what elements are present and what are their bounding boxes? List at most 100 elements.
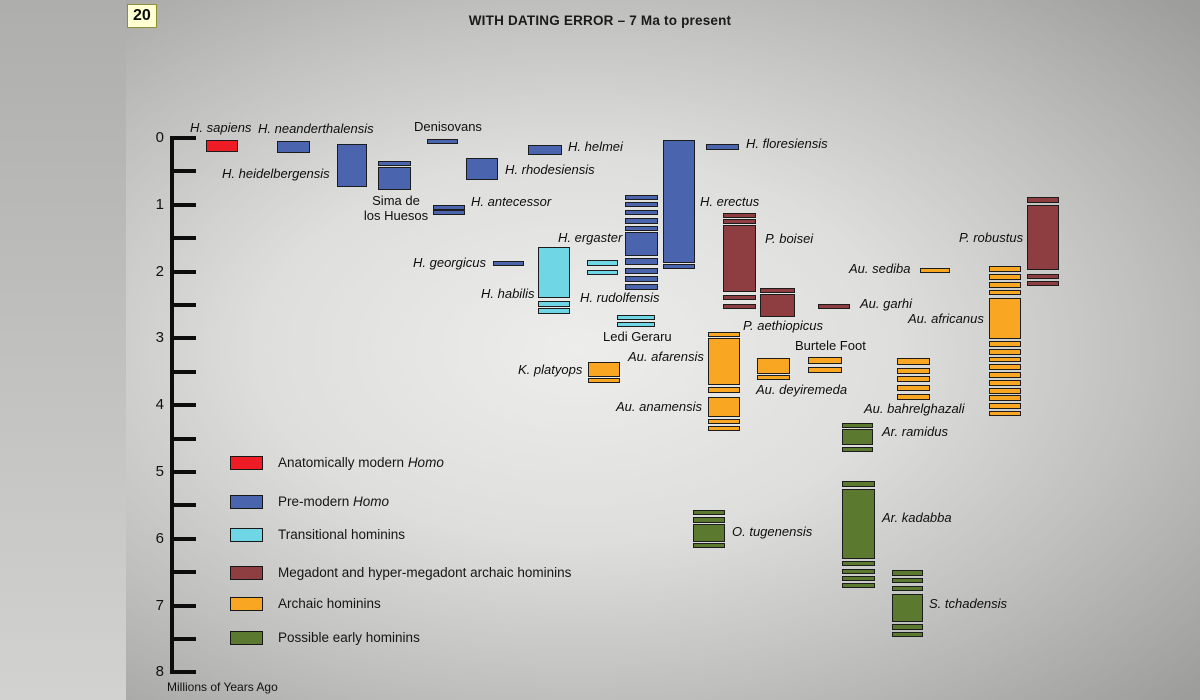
species-label-h-rudolfensis: H. rudolfensis — [580, 290, 660, 305]
axis-tick — [170, 136, 196, 140]
axis-tick-label: 0 — [155, 129, 164, 146]
axis-tick — [170, 336, 196, 341]
species-bar-h-rudolfensis — [587, 260, 618, 267]
axis-tick — [170, 269, 196, 274]
species-bar-p-robustus — [1027, 273, 1059, 279]
species-bar-s-tchadensis — [892, 593, 923, 623]
species-bar-au-anamensis — [708, 419, 740, 425]
species-bar-p-aethiopicus — [760, 293, 795, 318]
species-bar-s-tchadensis — [892, 585, 923, 591]
species-label-h-heidelbergensis: H. heidelbergensis — [222, 166, 330, 181]
species-bar-h-habilis — [538, 308, 570, 315]
legend-label-archaic: Archaic hominins — [278, 596, 381, 611]
species-bar-denisovans — [427, 139, 458, 145]
species-label-au-anamensis: Au. anamensis — [616, 399, 702, 414]
species-bar-p-robustus — [1027, 196, 1059, 203]
species-bar-h-sapiens — [206, 140, 238, 153]
species-label-au-africanus: Au. africanus — [908, 311, 984, 326]
species-bar-k-platyops — [588, 378, 620, 384]
species-bar-sima-de-los-huesos — [378, 161, 411, 167]
axis-tick-label: 1 — [155, 195, 164, 213]
species-bar-h-rhodesiensis — [466, 158, 498, 181]
species-bar-p-boisei — [723, 213, 756, 219]
species-label-au-afarensis: Au. afarensis — [628, 349, 704, 364]
axis-tick — [170, 303, 196, 307]
species-bar-au-africanus — [989, 357, 1021, 363]
species-label-h-georgicus: H. georgicus — [413, 255, 486, 270]
species-bar-au-anamensis — [708, 425, 740, 431]
species-label-ar-kadabba: Ar. kadabba — [882, 510, 952, 525]
species-bar-ar-kadabba — [842, 489, 875, 559]
species-bar-h-erectus — [663, 140, 695, 263]
axis-tick-label: 8 — [155, 663, 164, 681]
species-bar-s-tchadensis — [892, 624, 923, 630]
species-bar-au-bahrelghazali — [897, 358, 930, 366]
species-bar-au-africanus — [989, 297, 1021, 340]
species-label-sima-de-los-huesos: Sima de los Huesos — [363, 193, 429, 223]
species-bar-au-africanus — [989, 274, 1021, 281]
species-label-au-bahrelghazali: Au. bahrelghazali — [864, 401, 965, 416]
species-bar-p-robustus — [1027, 204, 1059, 271]
species-bar-au-africanus — [989, 387, 1021, 394]
species-bar-h-floresiensis — [706, 144, 739, 150]
species-bar-p-boisei — [723, 219, 756, 225]
species-bar-au-africanus — [989, 403, 1021, 409]
species-bar-au-africanus — [989, 265, 1021, 273]
species-bar-s-tchadensis — [892, 578, 923, 584]
species-bar-h-rudolfensis — [587, 269, 618, 275]
species-label-k-platyops: K. platyops — [518, 362, 583, 377]
species-bar-ar-kadabba — [842, 582, 875, 589]
species-bar-h-ergaster — [625, 194, 658, 201]
species-bar-s-tchadensis — [892, 632, 923, 638]
species-bar-au-sediba — [920, 267, 950, 273]
legend-swatch-megadont — [230, 566, 263, 580]
species-bar-o-tugenensis — [693, 517, 725, 523]
species-bar-au-africanus — [989, 341, 1021, 348]
species-label-p-boisei: P. boisei — [765, 231, 814, 246]
species-bar-ar-kadabba — [842, 576, 875, 582]
species-bar-p-boisei — [723, 224, 756, 292]
species-bar-h-ergaster — [625, 258, 658, 265]
species-label-denisovans: Denisovans — [414, 119, 482, 134]
species-bar-au-africanus — [989, 349, 1021, 356]
species-bar-ar-ramidus — [842, 447, 873, 453]
species-bar-ar-kadabba — [842, 568, 875, 574]
species-bar-o-tugenensis — [693, 524, 725, 543]
axis-tick — [170, 637, 196, 641]
species-label-o-tugenensis: O. tugenensis — [732, 524, 813, 539]
species-bar-au-afarensis — [708, 387, 740, 394]
species-bar-k-platyops — [588, 361, 620, 378]
species-bar-burtele-foot — [808, 357, 842, 364]
axis-tick — [170, 369, 196, 374]
species-bar-au-bahrelghazali — [897, 393, 930, 400]
axis-caption: Millions of Years Ago — [167, 680, 278, 694]
species-bar-burtele-foot — [808, 367, 842, 374]
species-bar-o-tugenensis — [693, 543, 725, 549]
species-label-ledi-geraru: Ledi Geraru — [603, 329, 672, 344]
legend-swatch-premodern_homo — [230, 495, 263, 509]
slide-background — [126, 0, 1200, 700]
species-bar-au-bahrelghazali — [897, 385, 930, 392]
legend-label-modern_homo: Anatomically modern Homo — [278, 455, 444, 470]
legend-swatch-archaic — [230, 597, 263, 611]
species-bar-ledi-geraru — [617, 315, 655, 321]
species-bar-ar-kadabba — [842, 560, 875, 567]
species-bar-au-africanus — [989, 364, 1021, 371]
species-bar-ledi-geraru — [617, 321, 655, 327]
species-bar-au-africanus — [989, 395, 1021, 402]
species-bar-h-ergaster — [625, 210, 658, 216]
species-bar-h-georgicus — [493, 260, 524, 266]
species-bar-h-ergaster — [625, 202, 658, 208]
species-bar-au-bahrelghazali — [897, 367, 930, 374]
species-label-h-floresiensis: H. floresiensis — [746, 136, 828, 151]
species-bar-ar-kadabba — [842, 480, 875, 487]
axis-tick — [170, 536, 196, 541]
species-bar-h-erectus — [663, 264, 695, 270]
species-bar-h-ergaster — [625, 225, 658, 231]
species-bar-h-helmei — [528, 144, 562, 155]
species-bar-h-antecessor — [433, 210, 465, 216]
species-bar-h-neanderthalensis — [277, 141, 310, 153]
species-bar-sima-de-los-huesos — [378, 166, 411, 191]
species-bar-au-africanus — [989, 289, 1021, 295]
